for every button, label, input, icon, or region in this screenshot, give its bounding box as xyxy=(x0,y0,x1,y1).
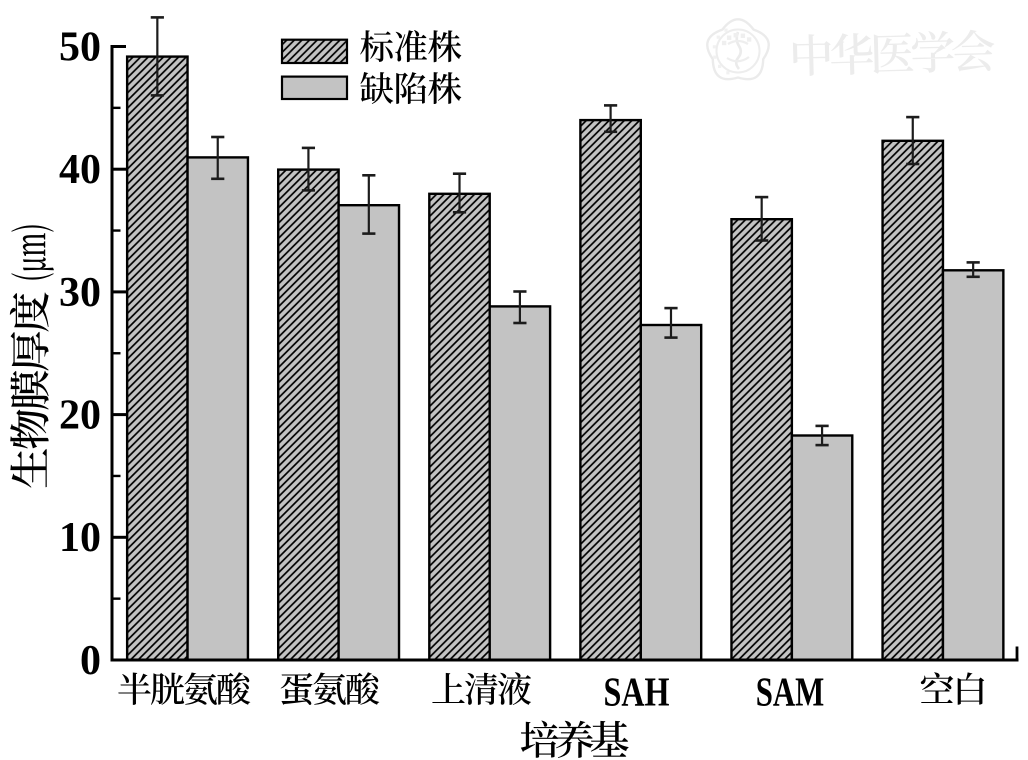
svg-text:50: 50 xyxy=(59,24,101,70)
svg-text:0: 0 xyxy=(80,638,101,684)
svg-text:10: 10 xyxy=(59,515,101,561)
svg-text:30: 30 xyxy=(59,270,101,316)
svg-text:SAM: SAM xyxy=(756,669,825,715)
svg-text:20: 20 xyxy=(59,393,101,439)
svg-text:40: 40 xyxy=(59,147,101,193)
svg-text:SAH: SAH xyxy=(604,669,670,715)
